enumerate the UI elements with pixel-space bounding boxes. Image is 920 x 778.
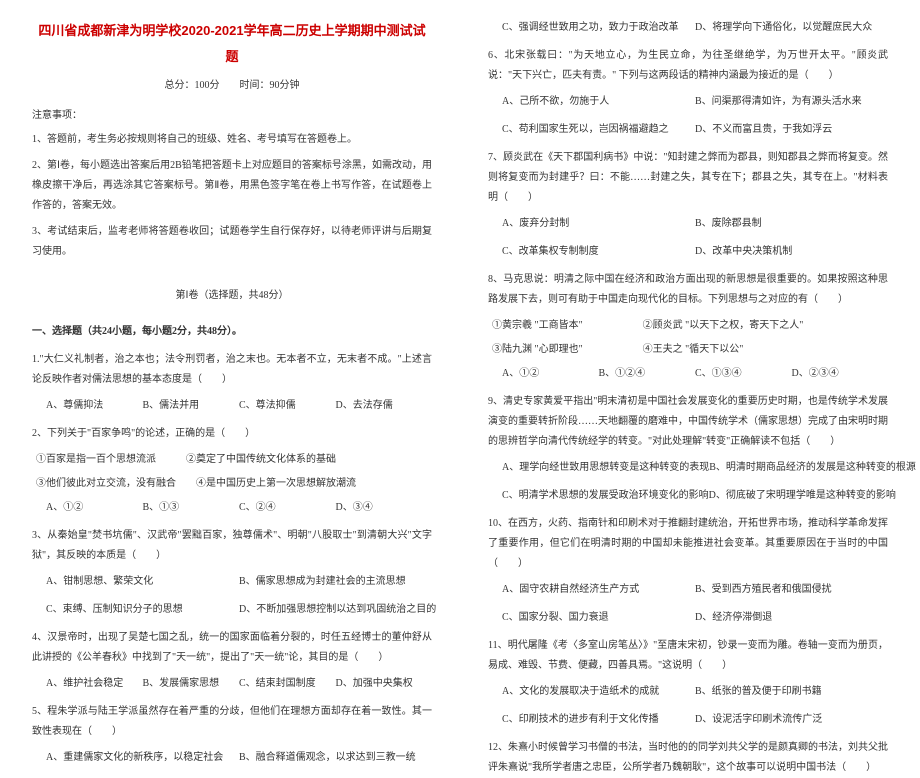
question-8: 8、马克思说：明清之际中国在经济和政治方面出现的新思想是很重要的。如果按照这种思… xyxy=(488,270,888,310)
q6-opt-b: B、问渠那得清如许，为有源头活水来 xyxy=(695,92,888,112)
q8-opt-a: A、①② xyxy=(502,364,599,384)
q1-opt-a: A、尊儒抑法 xyxy=(46,396,143,416)
q6-opt-a: A、己所不欲，勿施于人 xyxy=(502,92,695,112)
question-9-options-1: A、理学向经世致用思想转变是这种转变的表现 B、明清时期商品经济的发展是这种转变… xyxy=(488,458,888,478)
q8-opt-c: C、①③④ xyxy=(695,364,792,384)
page-container: 四川省成都新津为明学校2020-2021学年高二历史上学期期中测试试题 总分：1… xyxy=(0,0,920,650)
question-8-options: A、①② B、①②④ C、①③④ D、②③④ xyxy=(488,364,888,384)
q5-opt-b: B、融合释道儒观念，以求达到三教一统 xyxy=(239,748,432,768)
page-subtitle: 总分：100分 时间：90分钟 xyxy=(32,76,432,96)
question-5-options: A、重建儒家文化的新秩序，以稳定社会 B、融合释道儒观念，以求达到三教一统 xyxy=(32,748,432,768)
q3-opt-c: C、束缚、压制知识分子的思想 xyxy=(46,600,239,620)
q10-opt-c: C、国家分裂、国力衰退 xyxy=(502,608,695,628)
question-11-options-1: A、文化的发展取决于造纸术的成就 B、纸张的普及便于印刷书籍 xyxy=(488,682,888,702)
q10-opt-a: A、固守农耕自然经济生产方式 xyxy=(502,580,695,600)
q9-opt-c: C、明清学术思想的发展受政治环境变化的影响 xyxy=(502,486,709,506)
q5-opt-c: C、强调经世致用之功，致力于政治改革 xyxy=(502,18,695,38)
q4-opt-c: C、结束封国制度 xyxy=(239,674,336,694)
question-2-options: A、①② B、①③ C、②④ D、③④ xyxy=(32,498,432,518)
question-2-sub2: ③他们彼此对立交流，没有融合 ④是中国历史上第一次思想解放潮流 xyxy=(32,474,432,494)
question-6: 6、北宋张载曰："为天地立心，为生民立命，为往圣继绝学，为万世开太平。"顾炎武说… xyxy=(488,46,888,86)
q2-opt-a: A、①② xyxy=(46,498,143,518)
q11-opt-b: B、纸张的普及便于印刷书籍 xyxy=(695,682,888,702)
question-3: 3、从秦始皇"焚书坑儒"、汉武帝"罢黜百家，独尊儒术"、明朝"八股取士"到清朝大… xyxy=(32,526,432,566)
q8-opt-b: B、①②④ xyxy=(599,364,696,384)
notice-1: 1、答题前，考生务必按规则将自己的班级、姓名、考号填写在答题卷上。 xyxy=(32,130,432,150)
question-11-options-2: C、印刷技术的进步有利于文化传播 D、设泥活字印刷术流传广泛 xyxy=(488,710,888,730)
question-1: 1."大仁义礼制者，治之本也；法令刑罚者，治之末也。无本者不立，无末者不成。"上… xyxy=(32,350,432,390)
q7-opt-c: C、改革集权专制制度 xyxy=(502,242,695,262)
question-9-options-2: C、明清学术思想的发展受政治环境变化的影响 D、彻底破了宋明理学唯是这种转变的影… xyxy=(488,486,888,506)
q5-opt-a: A、重建儒家文化的新秩序，以稳定社会 xyxy=(46,748,239,768)
question-7-options-2: C、改革集权专制制度 D、改革中央决策机制 xyxy=(488,242,888,262)
q1-opt-b: B、儒法并用 xyxy=(143,396,240,416)
page-title: 四川省成都新津为明学校2020-2021学年高二历史上学期期中测试试题 xyxy=(32,18,432,70)
notice-label: 注意事项： xyxy=(32,106,432,126)
q2-opt-b: B、①③ xyxy=(143,498,240,518)
q1-opt-c: C、尊法抑儒 xyxy=(239,396,336,416)
question-5: 5、程朱学派与陆王学派虽然存在着严重的分歧，但他们在理想方面却存在着一致性。其一… xyxy=(32,702,432,742)
left-column: 四川省成都新津为明学校2020-2021学年高二历史上学期期中测试试题 总分：1… xyxy=(0,0,460,650)
q7-opt-d: D、改革中央决策机制 xyxy=(695,242,888,262)
question-3-options-1: A、钳制思想、繁荣文化 B、儒家思想成为封建社会的主流思想 xyxy=(32,572,432,592)
right-column: C、强调经世致用之功，致力于政治改革 D、将理学向下通俗化，以觉醒庶民大众 6、… xyxy=(460,0,920,650)
question-8-sub1: ①黄宗羲 "工商皆本" ②顾炎武 "以天下之权，寄天下之人" xyxy=(488,316,888,336)
q9-opt-d: D、彻底破了宋明理学唯是这种转变的影响 xyxy=(709,486,902,506)
part-1-header: 一、选择题（共24小题，每小题2分，共48分）。 xyxy=(32,322,432,342)
section-1-header: 第Ⅰ卷（选择题，共48分） xyxy=(32,286,432,306)
q3-opt-d: D、不断加强思想控制以达到巩固统治之目的 xyxy=(239,600,436,620)
question-3-options-2: C、束缚、压制知识分子的思想 D、不断加强思想控制以达到巩固统治之目的 xyxy=(32,600,432,620)
question-6-options-2: C、苟利国家生死以，岂因祸福避趋之 D、不义而富且贵，于我如浮云 xyxy=(488,120,888,140)
q3-opt-b: B、儒家思想成为封建社会的主流思想 xyxy=(239,572,432,592)
q11-opt-a: A、文化的发展取决于造纸术的成就 xyxy=(502,682,695,702)
q1-opt-d: D、去法存儒 xyxy=(336,396,433,416)
q2-opt-d: D、③④ xyxy=(336,498,433,518)
q7-opt-a: A、废弃分封制 xyxy=(502,214,695,234)
question-2-sub1: ①百家是指一百个思想流派 ②奠定了中国传统文化体系的基础 xyxy=(32,450,432,470)
question-4-options: A、维护社会稳定 B、发展儒家思想 C、结束封国制度 D、加强中央集权 xyxy=(32,674,432,694)
question-10-options-1: A、固守农耕自然经济生产方式 B、受到西方殖民者和俄国侵扰 xyxy=(488,580,888,600)
q11-opt-c: C、印刷技术的进步有利于文化传播 xyxy=(502,710,695,730)
q8-opt-d: D、②③④ xyxy=(792,364,889,384)
q3-opt-a: A、钳制思想、繁荣文化 xyxy=(46,572,239,592)
q6-opt-c: C、苟利国家生死以，岂因祸福避趋之 xyxy=(502,120,695,140)
q10-opt-d: D、经济停滞倒退 xyxy=(695,608,888,628)
question-11: 11、明代屠隆《考〈多室山房笔丛〉》"至唐末宋初，钞录一变而为雕。卷轴一变而为册… xyxy=(488,636,888,676)
question-2: 2、下列关于"百家争鸣"的论述，正确的是（ ） xyxy=(32,424,432,444)
q4-opt-d: D、加强中央集权 xyxy=(336,674,433,694)
question-10-options-2: C、国家分裂、国力衰退 D、经济停滞倒退 xyxy=(488,608,888,628)
notice-3: 3、考试结束后，监考老师将答题卷收回；试题卷学生自行保存好，以待老师评讲与后期复… xyxy=(32,222,432,262)
q5-opt-d: D、将理学向下通俗化，以觉醒庶民大众 xyxy=(695,18,888,38)
q11-opt-d: D、设泥活字印刷术流传广泛 xyxy=(695,710,888,730)
q2-opt-c: C、②④ xyxy=(239,498,336,518)
question-1-options: A、尊儒抑法 B、儒法并用 C、尊法抑儒 D、去法存儒 xyxy=(32,396,432,416)
notice-2: 2、第Ⅰ卷，每小题选出答案后用2B铅笔把答题卡上对应题目的答案标号涂黑，如需改动… xyxy=(32,156,432,216)
question-12: 12、朱熹小时候曾学习书僧的书法，当时他的的同学刘共父学的是颜真卿的书法，刘共父… xyxy=(488,738,888,778)
question-6-options-1: A、己所不欲，勿施于人 B、问渠那得清如许，为有源头活水来 xyxy=(488,92,888,112)
question-10: 10、在西方，火药、指南针和印刷术对于推翻封建统治，开拓世界市场，推动科学革命发… xyxy=(488,514,888,574)
q4-opt-b: B、发展儒家思想 xyxy=(143,674,240,694)
q6-opt-d: D、不义而富且贵，于我如浮云 xyxy=(695,120,888,140)
q4-opt-a: A、维护社会稳定 xyxy=(46,674,143,694)
q10-opt-b: B、受到西方殖民者和俄国侵扰 xyxy=(695,580,888,600)
question-9: 9、清史专家黄爱平指出"明末清初是中国社会发展变化的重要历史时期，也是传统学术发… xyxy=(488,392,888,452)
q9-opt-b: B、明清时期商品经济的发展是这种转变的根源 xyxy=(709,458,916,478)
q9-opt-a: A、理学向经世致用思想转变是这种转变的表现 xyxy=(502,458,709,478)
question-7-options-1: A、废弃分封制 B、废除郡县制 xyxy=(488,214,888,234)
q7-opt-b: B、废除郡县制 xyxy=(695,214,888,234)
question-7: 7、顾炎武在《天下郡国利病书》中说："知封建之弊而为郡县，则知郡县之弊而将复变。… xyxy=(488,148,888,208)
question-5-options-2: C、强调经世致用之功，致力于政治改革 D、将理学向下通俗化，以觉醒庶民大众 xyxy=(488,18,888,38)
question-8-sub2: ③陆九渊 "心即理也" ④王夫之 "循天下以公" xyxy=(488,340,888,360)
question-4: 4、汉景帝时，出现了吴楚七国之乱，统一的国家面临着分裂的，时任五经博士的董仲舒从… xyxy=(32,628,432,668)
